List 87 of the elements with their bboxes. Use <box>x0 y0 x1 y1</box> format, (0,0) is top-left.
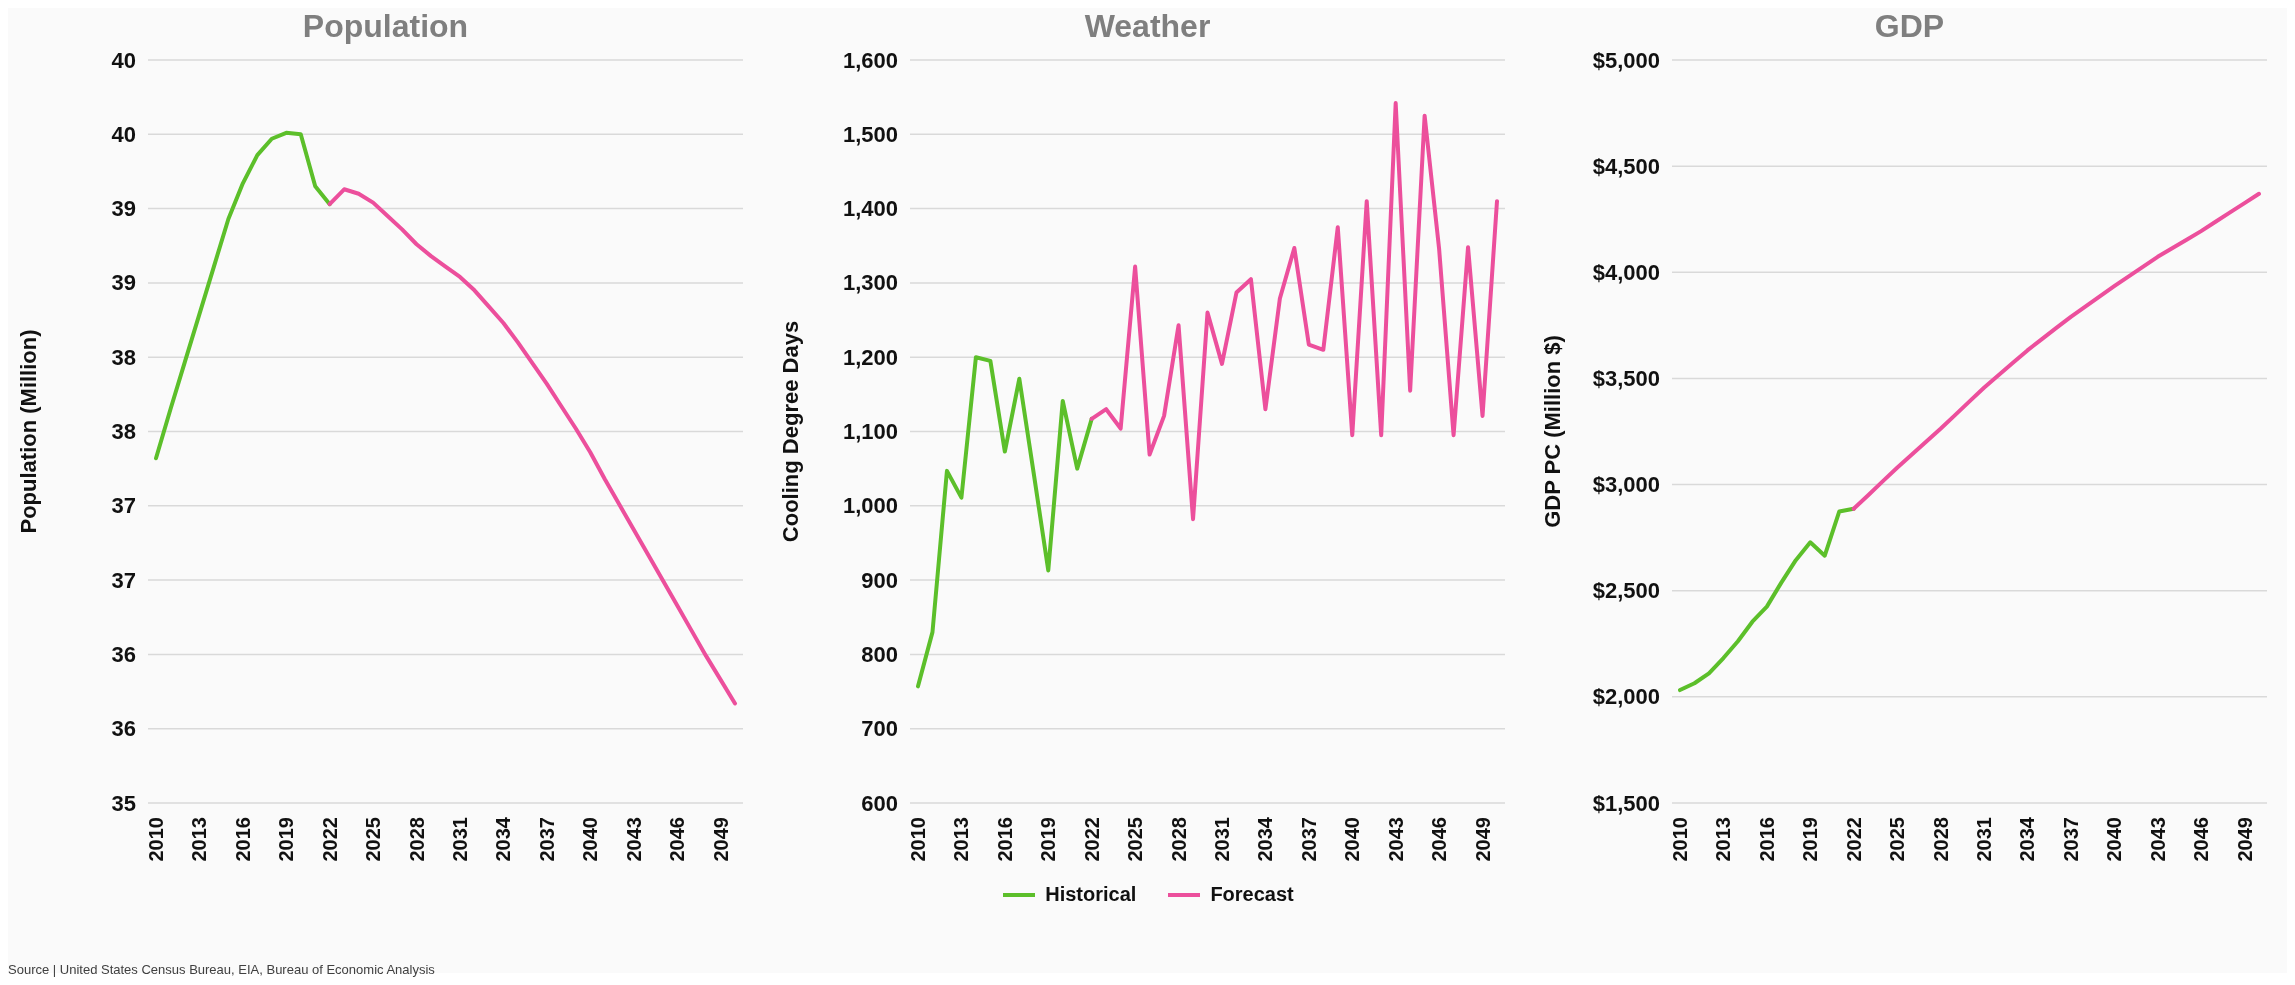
x-tick-label: 2013 <box>188 817 211 862</box>
x-tick-label: 2016 <box>1755 817 1778 862</box>
line-series <box>154 130 332 461</box>
y-tick-label: 600 <box>861 790 898 816</box>
legend-label: Forecast <box>1210 883 1294 906</box>
y-tick-label: 1,400 <box>842 196 898 222</box>
y-tick-label: 40 <box>111 121 136 147</box>
x-tick-label: 2040 <box>579 817 602 862</box>
x-tick-label: 2034 <box>2016 816 2039 862</box>
x-tick-label: 2019 <box>275 817 298 862</box>
y-tick-label: 40 <box>111 47 136 73</box>
y-tick-label: $2,000 <box>1592 684 1660 710</box>
x-tick-label: 2016 <box>993 817 1016 862</box>
y-tick-label: 37 <box>111 493 136 519</box>
y-tick-label: $4,500 <box>1592 153 1660 179</box>
x-tick-label: 2049 <box>2233 817 2256 862</box>
line-series <box>327 187 737 706</box>
y-tick-label: 1,300 <box>842 270 898 296</box>
x-tick-label: 2010 <box>1669 817 1691 862</box>
x-tick-label: 2016 <box>231 817 254 862</box>
y-tick-label: $1,500 <box>1592 790 1660 816</box>
x-tick-label: 2028 <box>405 817 428 862</box>
x-tick-label: 2034 <box>492 816 515 862</box>
x-tick-label: 2043 <box>2146 817 2169 862</box>
x-tick-label: 2046 <box>2190 817 2213 862</box>
y-tick-label: 39 <box>111 196 136 222</box>
x-tick-label: 2049 <box>1471 817 1494 862</box>
y-tick-label: $2,500 <box>1592 578 1660 604</box>
line-series <box>916 355 1094 689</box>
y-tick-label: 700 <box>861 716 898 742</box>
x-tick-label: 2034 <box>1254 816 1277 862</box>
y-tick-label: 1,200 <box>842 344 898 370</box>
y-tick-label: 39 <box>111 270 136 296</box>
x-tick-label: 2028 <box>1167 817 1190 862</box>
chart-title: GDP <box>1874 8 1945 46</box>
legend-label: Historical <box>1045 883 1137 906</box>
x-tick-label: 2037 <box>1297 817 1320 862</box>
x-tick-label: 2037 <box>535 817 558 862</box>
y-tick-label: $5,000 <box>1592 47 1660 73</box>
y-tick-label: $3,500 <box>1592 365 1660 391</box>
x-tick-label: 2019 <box>1799 817 1822 862</box>
x-tick-label: 2022 <box>1080 817 1103 862</box>
chart-title: Population <box>302 8 469 46</box>
y-tick-label: 1,100 <box>842 419 898 444</box>
x-tick-label: 2025 <box>362 817 385 862</box>
x-tick-label: 2043 <box>1384 817 1407 862</box>
line-series <box>1851 191 2261 511</box>
x-tick-label: 2040 <box>1341 817 1364 862</box>
x-tick-label: 2031 <box>1972 817 1995 862</box>
line-series <box>1089 101 1499 522</box>
y-tick-label: 35 <box>111 790 136 816</box>
chart-title: Weather <box>1084 8 1211 46</box>
x-tick-label: 2031 <box>1210 817 1233 862</box>
x-tick-label: 2010 <box>907 817 929 862</box>
x-tick-label: 2013 <box>1712 817 1735 862</box>
x-tick-label: 2046 <box>666 817 689 862</box>
x-tick-label: 2031 <box>448 817 471 862</box>
y-tick-label: 800 <box>861 641 898 667</box>
line-series <box>1678 506 1856 693</box>
y-axis-title: GDP PC (Million $) <box>1539 335 1565 528</box>
source-note: Source | United States Census Bureau, EIA, Bureau of Economic Analysis <box>8 962 435 977</box>
y-tick-label: 1,500 <box>842 121 898 147</box>
y-tick-label: 900 <box>861 567 898 593</box>
x-tick-label: 2025 <box>1124 817 1147 862</box>
x-tick-label: 2022 <box>1842 817 1865 862</box>
y-tick-label: 38 <box>111 419 136 444</box>
x-tick-label: 2028 <box>1929 817 1952 862</box>
x-tick-label: 2022 <box>318 817 341 862</box>
y-tick-label: $4,000 <box>1592 259 1660 285</box>
y-tick-label: 36 <box>111 716 136 742</box>
y-tick-label: 1,600 <box>842 47 898 73</box>
x-tick-label: 2013 <box>950 817 973 862</box>
y-tick-label: 1,000 <box>842 493 898 519</box>
y-axis-title: Cooling Degree Days <box>777 320 803 543</box>
x-tick-label: 2040 <box>2103 817 2126 862</box>
x-tick-label: 2043 <box>622 817 645 862</box>
x-tick-label: 2019 <box>1037 817 1060 862</box>
y-tick-label: $3,000 <box>1592 472 1660 498</box>
y-tick-label: 37 <box>111 567 136 593</box>
x-tick-label: 2025 <box>1886 817 1909 862</box>
y-axis-title: Population (Million) <box>15 329 41 534</box>
y-tick-label: 36 <box>111 641 136 667</box>
x-tick-label: 2010 <box>145 817 167 862</box>
x-tick-label: 2046 <box>1428 817 1451 862</box>
y-tick-label: 38 <box>111 344 136 370</box>
x-tick-label: 2049 <box>709 817 732 862</box>
x-tick-label: 2037 <box>2059 817 2082 862</box>
